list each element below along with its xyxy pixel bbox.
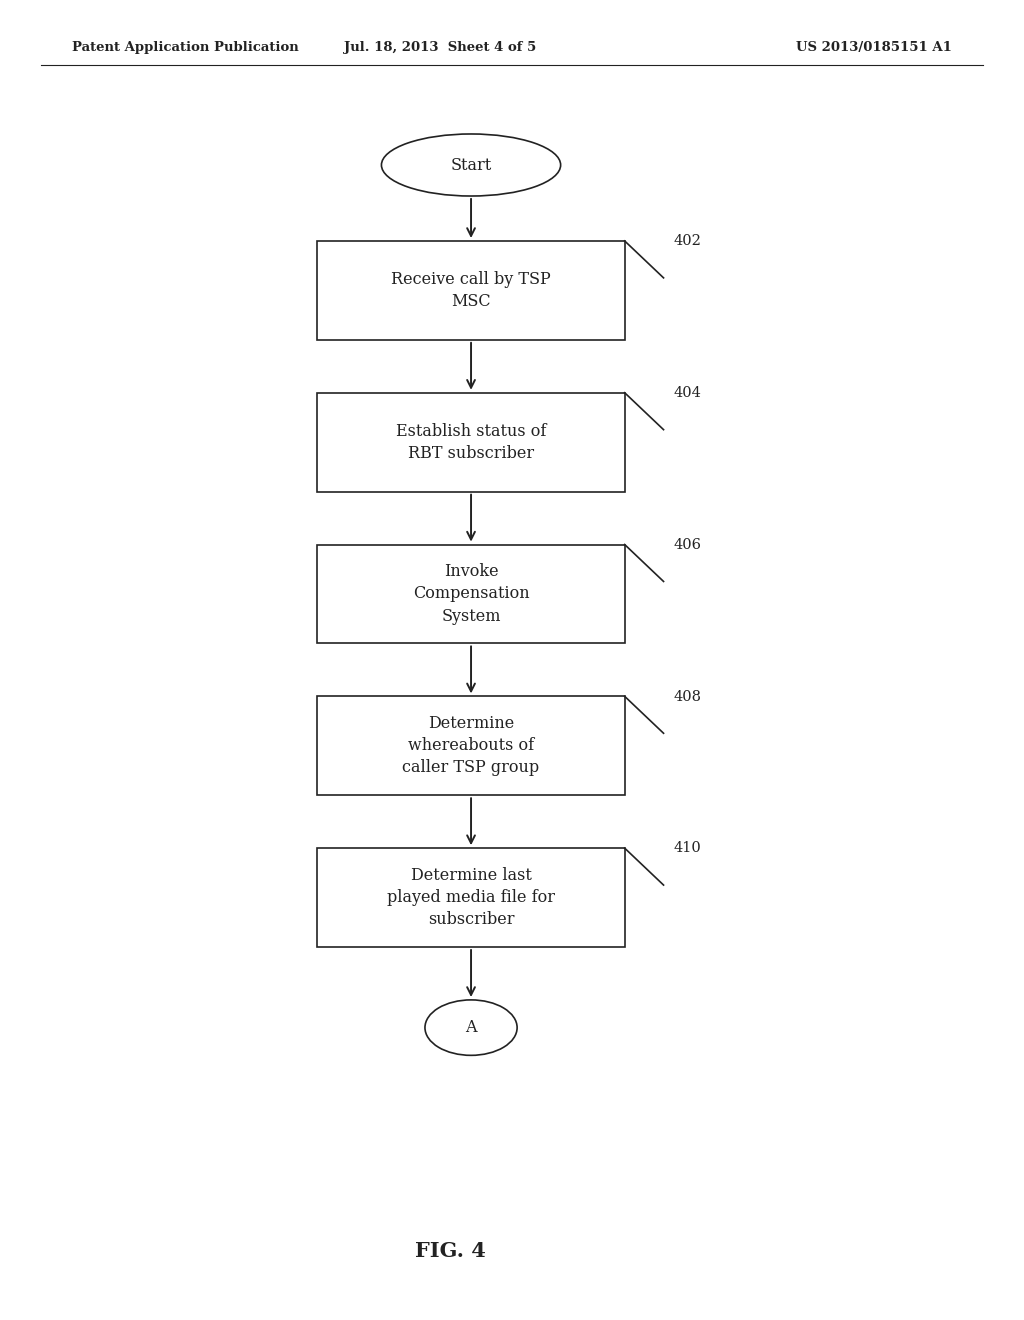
FancyBboxPatch shape — [317, 847, 625, 946]
FancyBboxPatch shape — [317, 696, 625, 795]
FancyBboxPatch shape — [317, 242, 625, 339]
Text: Jul. 18, 2013  Sheet 4 of 5: Jul. 18, 2013 Sheet 4 of 5 — [344, 41, 537, 54]
Text: US 2013/0185151 A1: US 2013/0185151 A1 — [797, 41, 952, 54]
Text: FIG. 4: FIG. 4 — [415, 1241, 486, 1262]
Text: 404: 404 — [674, 385, 701, 400]
Text: A: A — [465, 1019, 477, 1036]
Text: 402: 402 — [674, 235, 701, 248]
Text: Determine last
played media file for
subscriber: Determine last played media file for sub… — [387, 867, 555, 928]
Text: 406: 406 — [674, 539, 701, 552]
FancyBboxPatch shape — [317, 544, 625, 643]
Text: Start: Start — [451, 157, 492, 173]
Text: 410: 410 — [674, 842, 701, 855]
Text: 408: 408 — [674, 689, 701, 704]
Text: Receive call by TSP
MSC: Receive call by TSP MSC — [391, 271, 551, 310]
Text: Invoke
Compensation
System: Invoke Compensation System — [413, 564, 529, 624]
Text: Establish status of
RBT subscriber: Establish status of RBT subscriber — [396, 422, 546, 462]
Ellipse shape — [382, 135, 561, 195]
Ellipse shape — [425, 999, 517, 1055]
Text: Patent Application Publication: Patent Application Publication — [72, 41, 298, 54]
Text: Determine
whereabouts of
caller TSP group: Determine whereabouts of caller TSP grou… — [402, 715, 540, 776]
FancyBboxPatch shape — [317, 393, 625, 491]
